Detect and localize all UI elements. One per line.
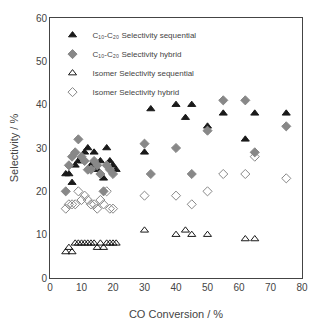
svg-text:40: 40 (170, 282, 182, 293)
svg-text:C₁₀-C₂₀ Selectivity hybrid: C₁₀-C₂₀ Selectivity hybrid (93, 50, 182, 59)
svg-text:20: 20 (36, 186, 48, 197)
svg-text:10: 10 (36, 229, 48, 240)
svg-text:50: 50 (36, 56, 48, 67)
svg-text:Isomer Selectivity sequential: Isomer Selectivity sequential (93, 69, 195, 78)
svg-text:40: 40 (36, 99, 48, 110)
svg-text:60: 60 (233, 282, 245, 293)
svg-text:50: 50 (202, 282, 214, 293)
svg-text:10: 10 (76, 282, 88, 293)
svg-text:Isomer Selectivity hybrid: Isomer Selectivity hybrid (93, 88, 180, 97)
svg-text:C₁₀-C₂₀ Selectivity sequential: C₁₀-C₂₀ Selectivity sequential (93, 31, 197, 40)
svg-text:Selectivity / %: Selectivity / % (8, 114, 20, 183)
svg-text:20: 20 (107, 282, 119, 293)
svg-text:30: 30 (36, 143, 48, 154)
svg-text:60: 60 (36, 13, 48, 24)
svg-text:0: 0 (41, 273, 47, 284)
svg-text:70: 70 (265, 282, 277, 293)
svg-text:0: 0 (47, 282, 53, 293)
svg-text:80: 80 (296, 282, 308, 293)
svg-text:30: 30 (139, 282, 151, 293)
svg-text:CO Conversion / %: CO Conversion / % (129, 308, 223, 320)
